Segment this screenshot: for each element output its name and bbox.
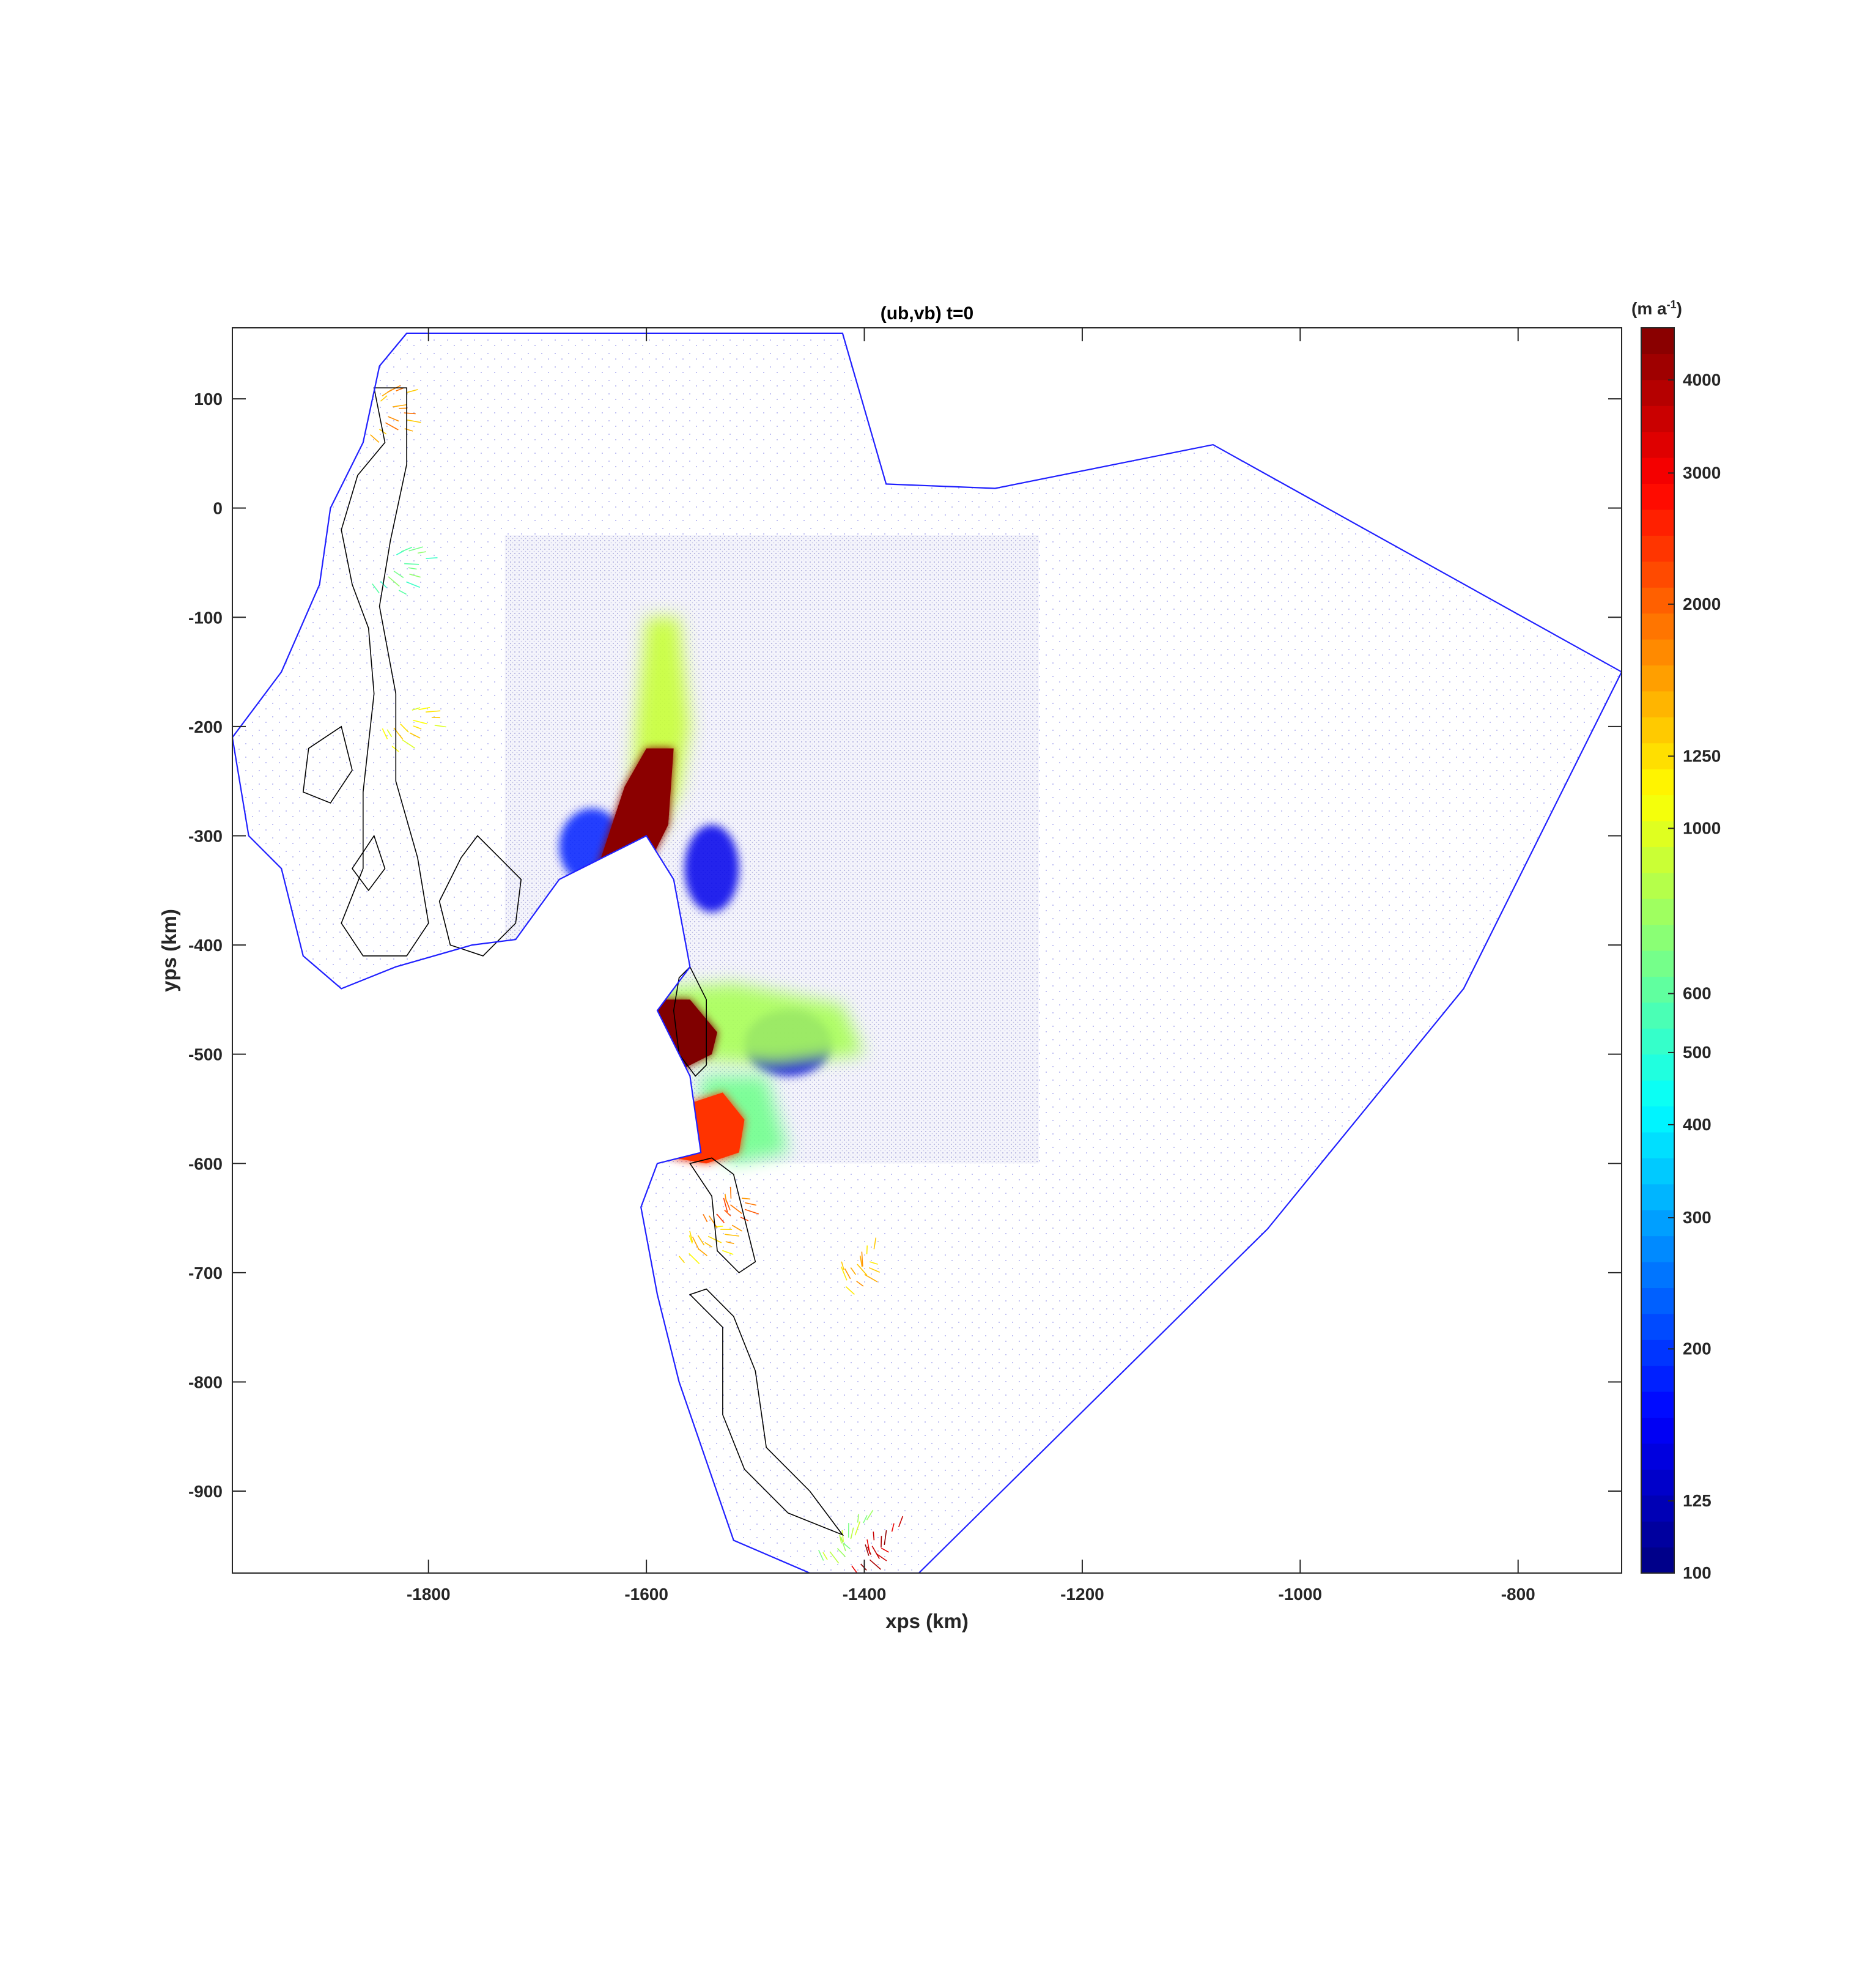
colorbar-band xyxy=(1641,613,1674,640)
colorbar-band xyxy=(1641,821,1674,847)
colorbar-band xyxy=(1641,950,1674,977)
colorbar-tick-label: 500 xyxy=(1683,1043,1712,1062)
y-tick-label: -700 xyxy=(188,1264,223,1283)
colorbar-band xyxy=(1641,1028,1674,1054)
colorbar-unit-label: (m a-1) xyxy=(1631,298,1682,318)
velocity-vector xyxy=(867,1245,868,1254)
colorbar-band xyxy=(1641,1080,1674,1106)
slow-flow-patch xyxy=(685,825,739,913)
y-tick-label: -800 xyxy=(188,1372,223,1391)
velocity-vector xyxy=(881,1536,882,1547)
colorbar-tick-label: 400 xyxy=(1683,1115,1712,1134)
colorbar-band xyxy=(1641,1132,1674,1158)
colorbar-band xyxy=(1641,1521,1674,1547)
colorbar-band xyxy=(1641,328,1674,354)
colorbar-band xyxy=(1641,535,1674,561)
colorbar-band xyxy=(1641,925,1674,951)
colorbar-band xyxy=(1641,898,1674,925)
colorbar-tick-label: 200 xyxy=(1683,1339,1712,1358)
colorbar-unit-exponent: -1 xyxy=(1667,298,1677,311)
colorbar-band xyxy=(1641,1469,1674,1495)
colorbar-unit-text: (m a xyxy=(1631,299,1667,318)
colorbar-band xyxy=(1641,769,1674,795)
colorbar-band xyxy=(1641,1002,1674,1029)
colorbar-band xyxy=(1641,1287,1674,1314)
colorbar: 100 125 200 300 400 500 600 1000 1250 2000 3000 400… xyxy=(1631,298,1721,1582)
colorbar-unit-close: ) xyxy=(1677,299,1682,318)
colorbar-band xyxy=(1641,405,1674,432)
y-tick-label: -900 xyxy=(188,1482,223,1501)
x-tick-label: -1200 xyxy=(1060,1585,1104,1604)
colorbar-band xyxy=(1641,1314,1674,1340)
colorbar-band xyxy=(1641,380,1674,406)
colorbar-band xyxy=(1641,1106,1674,1133)
colorbar-band xyxy=(1641,457,1674,484)
colorbar-band xyxy=(1641,1418,1674,1444)
colorbar-band xyxy=(1641,1210,1674,1236)
y-tick-label: -200 xyxy=(188,717,223,736)
y-tick-label: 100 xyxy=(194,390,223,409)
x-tick-label: -1800 xyxy=(407,1585,451,1604)
y-tick-label: -400 xyxy=(188,936,223,955)
colorbar-band xyxy=(1641,587,1674,613)
colorbar-band xyxy=(1641,1262,1674,1288)
colorbar-band xyxy=(1641,1547,1674,1574)
velocity-vector xyxy=(399,408,407,409)
colorbar-band xyxy=(1641,1391,1674,1418)
colorbar-band xyxy=(1641,1236,1674,1262)
y-tick-label: -100 xyxy=(188,608,223,627)
colorbar-tick-label: 2000 xyxy=(1683,594,1721,613)
colorbar-tick-label: 1250 xyxy=(1683,746,1721,765)
colorbar-band xyxy=(1641,432,1674,458)
colorbar-tick-label: 4000 xyxy=(1683,370,1721,389)
y-tick-label: -500 xyxy=(188,1045,223,1064)
colorbar-band xyxy=(1641,873,1674,899)
x-axis-label: xps (km) xyxy=(885,1610,969,1632)
colorbar-band xyxy=(1641,354,1674,380)
colorbar-band xyxy=(1641,639,1674,665)
colorbar-band xyxy=(1641,1443,1674,1470)
colorbar-ticks: 100 125 200 300 400 500 600 1000 1250 2000 3000 400… xyxy=(1668,370,1721,1582)
colorbar-tick-label: 100 xyxy=(1683,1563,1712,1582)
x-tick-label: -1000 xyxy=(1279,1585,1323,1604)
x-tick-label: -800 xyxy=(1501,1585,1535,1604)
x-tick-label: -1600 xyxy=(624,1585,668,1604)
colorbar-band xyxy=(1641,846,1674,873)
plot-area xyxy=(232,328,1622,1575)
colorbar-tick-label: 125 xyxy=(1683,1491,1712,1510)
colorbar-band xyxy=(1641,665,1674,691)
chart-title: (ub,vb) t=0 xyxy=(881,303,974,324)
colorbar-tick-label: 1000 xyxy=(1683,818,1721,837)
velocity-vector xyxy=(873,1531,874,1540)
y-tick-label: -300 xyxy=(188,826,223,845)
colorbar-band xyxy=(1641,1366,1674,1392)
colorbar-band xyxy=(1641,691,1674,717)
colorbar-band xyxy=(1641,1054,1674,1081)
y-tick-label: -600 xyxy=(188,1154,223,1173)
colorbar-band xyxy=(1641,1339,1674,1366)
colorbar-band xyxy=(1641,1158,1674,1184)
colorbar-band xyxy=(1641,1495,1674,1522)
colorbar-bands xyxy=(1641,328,1674,1574)
colorbar-tick-label: 300 xyxy=(1683,1208,1712,1227)
colorbar-band xyxy=(1641,1184,1674,1210)
colorbar-band xyxy=(1641,976,1674,1002)
colorbar-band xyxy=(1641,561,1674,588)
colorbar-band xyxy=(1641,509,1674,536)
y-tick-label: 0 xyxy=(213,499,223,518)
colorbar-band xyxy=(1641,484,1674,510)
x-tick-label: -1400 xyxy=(843,1585,887,1604)
colorbar-tick-label: 600 xyxy=(1683,983,1712,1002)
y-axis-label: yps (km) xyxy=(158,909,180,992)
colorbar-tick-label: 3000 xyxy=(1683,463,1721,482)
colorbar-band xyxy=(1641,717,1674,743)
colorbar-band xyxy=(1641,795,1674,821)
